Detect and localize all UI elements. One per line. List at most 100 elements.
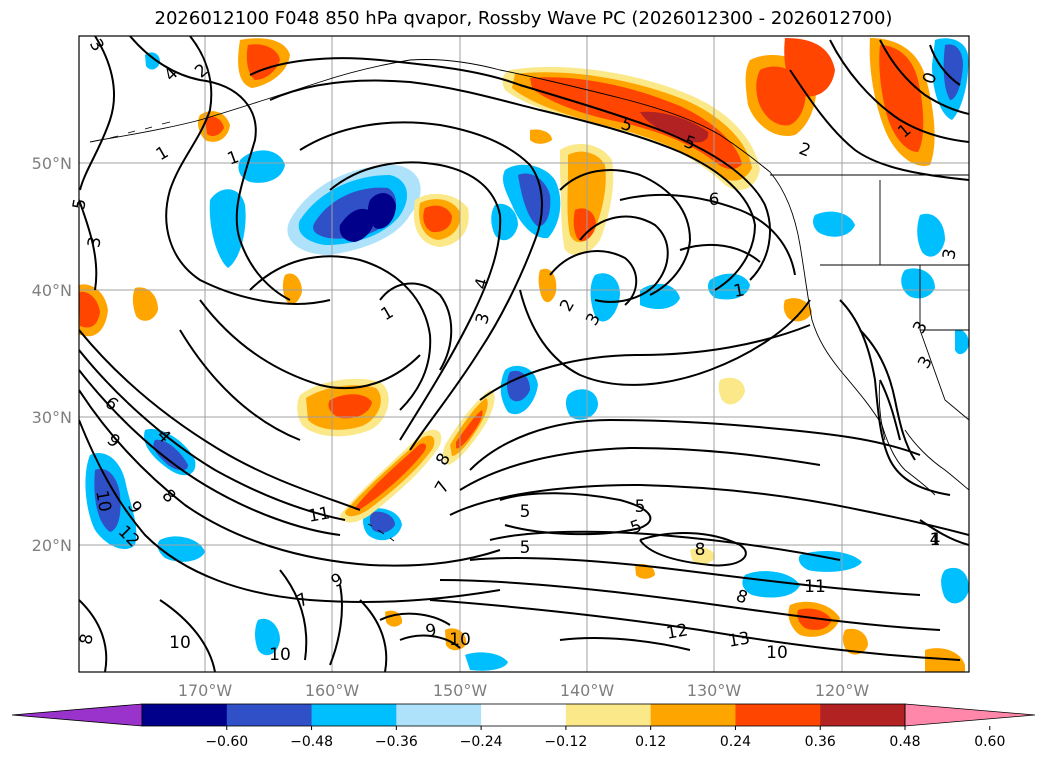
contour-value-label: 10	[269, 645, 291, 665]
contour-value-label: 4	[471, 276, 493, 292]
pos-region	[205, 116, 224, 136]
colorbar-segment	[481, 704, 567, 726]
contour-line	[879, 39, 969, 115]
contour-line	[429, 599, 961, 661]
pos-region	[79, 291, 100, 328]
pos-region	[538, 268, 557, 303]
pos-region	[328, 394, 372, 419]
baja-coast	[878, 379, 936, 496]
colorbar-tick-label: −0.60	[205, 734, 248, 750]
neg-region	[145, 52, 160, 70]
contour-value-label: 4	[930, 530, 941, 550]
colorbar-tick-label: 0.48	[889, 734, 920, 750]
contour-line	[79, 599, 108, 672]
contour-value-label: 10	[766, 643, 788, 663]
pos-region	[640, 111, 709, 143]
neg-region	[507, 370, 530, 402]
neg-region	[707, 273, 750, 300]
neg-region	[798, 550, 862, 572]
pos-region	[445, 628, 467, 651]
neg-region	[94, 468, 121, 532]
state-border	[919, 329, 969, 421]
graticule	[79, 36, 969, 672]
pos-region	[354, 443, 427, 511]
contour-line	[79, 369, 341, 536]
contour-line	[469, 418, 921, 471]
neg-region	[917, 213, 945, 257]
colorbar-segment	[396, 704, 482, 726]
contour-value-label: 5	[520, 502, 531, 522]
contour-line	[249, 57, 771, 281]
contour-value-label: 11	[307, 503, 332, 526]
neg-region	[901, 268, 935, 299]
contour-line	[789, 69, 969, 181]
colorbar-tick-label: 0.36	[805, 734, 836, 750]
lon-label-120w: 120°W	[815, 681, 870, 700]
contour-line	[79, 349, 346, 521]
contour-value-label: 10	[449, 630, 471, 650]
colorbar-extend-low	[11, 703, 143, 727]
contour-line	[639, 532, 747, 567]
contour-line	[79, 329, 361, 511]
mexico-coast	[904, 429, 969, 491]
contour-value-label: 13	[727, 628, 752, 651]
contour-line	[499, 492, 652, 536]
contour-line	[165, 36, 331, 305]
contour-value-label: 5	[635, 497, 646, 517]
contour-line	[579, 215, 669, 303]
contour-value-label: 9	[424, 620, 438, 642]
longitude-labels: 170°W 160°W 150°W 140°W 130°W 120°W	[178, 681, 870, 700]
lat-label-40n: 40°N	[32, 281, 72, 300]
contour-line	[839, 299, 951, 496]
contour-line	[829, 39, 969, 143]
positive-anomaly-regions	[79, 38, 965, 672]
neg-region	[742, 571, 800, 598]
colorbar-segment	[735, 704, 821, 726]
lon-label-130w: 130°W	[687, 681, 742, 700]
pos-region	[879, 45, 924, 152]
pos-region	[573, 208, 596, 242]
neg-region	[339, 208, 375, 242]
contour-value-label: 8	[76, 632, 98, 646]
anomaly-fill-layer	[79, 38, 969, 672]
contour-line	[479, 324, 811, 401]
pos-region	[842, 628, 868, 655]
pos-region	[456, 410, 483, 449]
contour-value-label: 8	[695, 540, 706, 560]
contour-line	[559, 169, 692, 296]
contour-value-label: 5	[69, 197, 91, 211]
contour-line	[679, 243, 761, 263]
pos-region	[635, 564, 655, 579]
colorbar-frame	[141, 703, 906, 727]
hawaii-islands	[367, 523, 395, 542]
contour-line	[199, 299, 421, 390]
contour-line	[379, 612, 451, 626]
contour-line	[249, 255, 432, 411]
contour-line	[79, 199, 98, 291]
colorbar-tick-label: 0.24	[720, 734, 751, 750]
pos-region	[530, 129, 552, 144]
contour-line	[79, 419, 501, 603]
neg-region	[255, 618, 280, 656]
bc-coast	[769, 171, 883, 426]
neg-region	[465, 652, 508, 671]
contour-line	[129, 36, 291, 301]
contour-line	[279, 569, 308, 661]
lon-label-140w: 140°W	[560, 681, 615, 700]
neg-region	[955, 329, 969, 355]
contour-value-label: 3	[84, 235, 106, 249]
contour-value-label: 11	[804, 577, 826, 597]
contour-line	[329, 584, 343, 666]
colorbar	[11, 703, 1036, 730]
contour-line	[469, 557, 921, 596]
pos-region	[132, 287, 158, 321]
lat-label-30n: 30°N	[32, 408, 72, 427]
pos-region	[246, 44, 280, 80]
contour-value-label: 1	[930, 530, 941, 550]
contour-line	[269, 79, 757, 291]
qvapor-contours	[79, 36, 969, 672]
neg-region	[813, 211, 855, 237]
lat-label-20n: 20°N	[32, 536, 72, 555]
pos-region	[797, 608, 832, 630]
colorbar-tick-label: −0.12	[544, 734, 587, 750]
